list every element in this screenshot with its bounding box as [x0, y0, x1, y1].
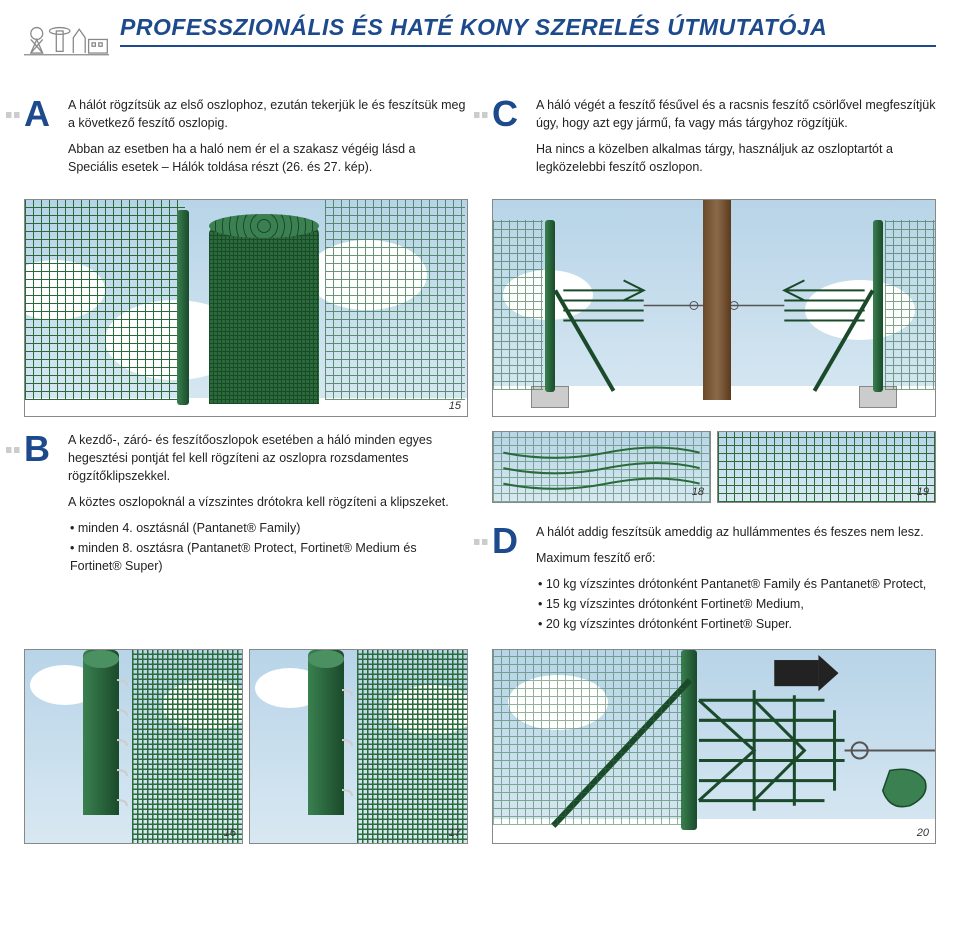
page-title: PROFESSZIONÁLIS ÉS HATÉ KONY SZERELÉS ÚT… — [120, 14, 936, 47]
section-c-para2: Ha nincs a közelben alkalmas tárgy, hasz… — [536, 140, 936, 176]
figure-20: 20 — [492, 649, 936, 844]
section-d-para1: A hálót addig feszítsük ameddig az hullá… — [536, 523, 926, 541]
section-d-bullet1: 10 kg vízszintes drótonként Pantanet® Fa… — [538, 575, 926, 593]
section-d-bullet3: 20 kg vízszintes drótonként Fortinet® Su… — [538, 615, 926, 633]
section-d-bullet2: 15 kg vízszintes drótonként Fortinet® Me… — [538, 595, 926, 613]
section-c-body: A háló végét a feszítő fésűvel és a racs… — [536, 96, 936, 185]
content-area: A A hálót rögzítsük az első oszlophoz, e… — [24, 96, 936, 844]
figure-15: 15 — [24, 199, 468, 417]
figure-18-number: 18 — [692, 486, 704, 498]
section-a-para2: Abban az esetben ha a haló nem ér el a s… — [68, 140, 468, 176]
section-d-para2: Maximum feszítő erő: — [536, 549, 926, 567]
figure-15-number: 15 — [449, 400, 461, 412]
figure-19-number: 19 — [917, 486, 929, 498]
figure-18: 18 — [492, 431, 711, 503]
figure-20-number: 20 — [917, 827, 929, 839]
section-b-para2: A köztes oszlopoknál a vízszintes drótok… — [68, 493, 468, 511]
section-c-para1: A háló végét a feszítő fésűvel és a racs… — [536, 96, 936, 132]
figure-c-illustration — [492, 199, 936, 417]
section-b-bullet1: minden 4. osztásnál (Pantanet® Family) — [70, 519, 468, 537]
section-letter-d: D — [492, 523, 526, 559]
section-letter-b: B — [24, 431, 58, 467]
section-b-bullet2: minden 8. osztásra (Pantanet® Protect, F… — [70, 539, 468, 575]
section-a-body: A hálót rögzítsük az első oszlophoz, ezu… — [68, 96, 468, 185]
figure-17-number: 17 — [449, 827, 461, 839]
section-b-body: A kezdő-, záró- és feszítőoszlopok eseté… — [68, 431, 468, 578]
section-b: B A kezdő-, záró- és feszítőoszlopok ese… — [24, 431, 468, 578]
section-letter-c: C — [492, 96, 526, 132]
section-b-para1: A kezdő-, záró- és feszítőoszlopok eseté… — [68, 431, 468, 485]
section-c: C A háló végét a feszítő fésűvel és a ra… — [492, 96, 936, 185]
section-d-body: A hálót addig feszítsük ameddig az hullá… — [536, 523, 926, 636]
header-skyline-icon — [24, 18, 109, 66]
figure-16-number: 16 — [224, 827, 236, 839]
figure-19: 19 — [717, 431, 936, 503]
figure-16: 16 — [24, 649, 243, 844]
section-letter-a: A — [24, 96, 58, 132]
section-a-para1: A hálót rögzítsük az első oszlophoz, ezu… — [68, 96, 468, 132]
section-d: D A hálót addig feszítsük ameddig az hul… — [492, 523, 936, 636]
section-a: A A hálót rögzítsük az első oszlophoz, e… — [24, 96, 468, 185]
figure-17: 17 — [249, 649, 468, 844]
